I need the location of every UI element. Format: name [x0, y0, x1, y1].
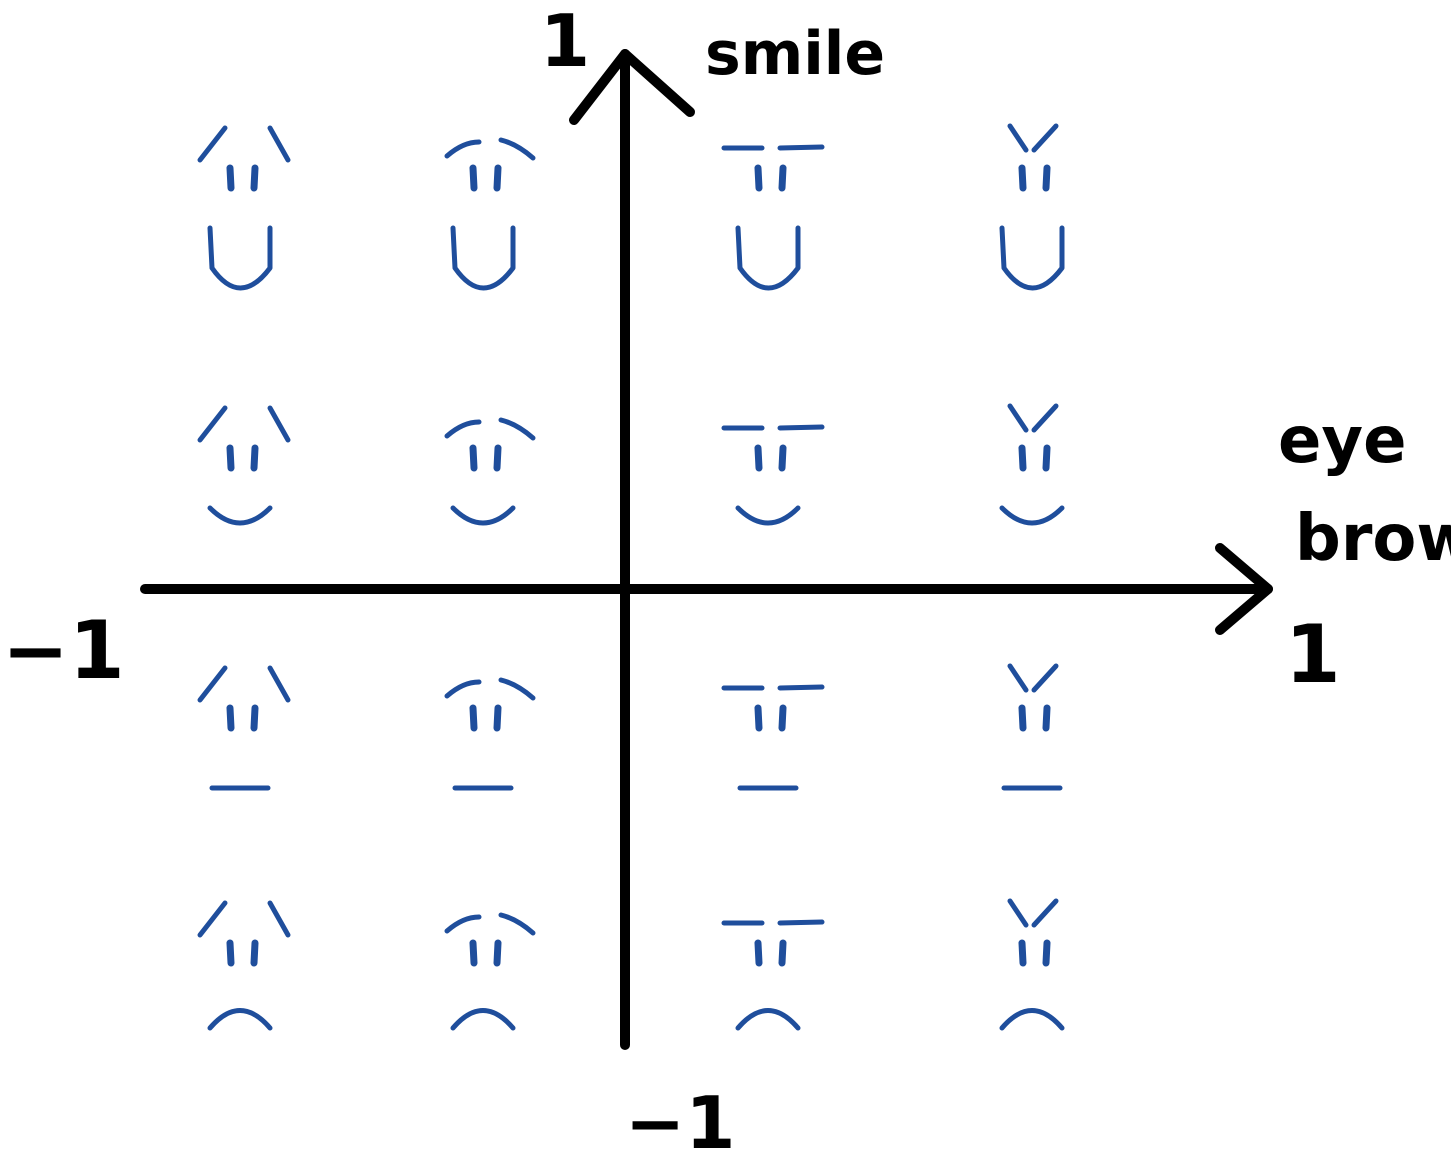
right-eye [250, 704, 259, 732]
left-eye [754, 164, 763, 192]
face-13 [197, 900, 291, 1031]
faces-group [197, 123, 1065, 1031]
right-eye [778, 939, 787, 967]
right-eye [250, 444, 259, 472]
left-eyebrow [444, 679, 482, 699]
mouth [450, 505, 516, 526]
right-eye [493, 444, 502, 472]
smile-axis-min-label: −1 [625, 1081, 735, 1157]
face-15 [721, 919, 825, 1031]
right-eyebrow [498, 137, 536, 161]
left-eye [226, 939, 235, 967]
right-eye [1042, 444, 1051, 472]
right-eye [493, 164, 502, 192]
left-eye [1018, 939, 1027, 967]
smile-axis-max-label: 1 [540, 0, 590, 83]
smile-axis [569, 49, 695, 1050]
left-eye [754, 704, 763, 732]
eyebrow-axis-max-label: 1 [1285, 608, 1341, 701]
mouth [207, 505, 273, 526]
right-eyebrow [1031, 663, 1059, 693]
right-eyebrow [267, 900, 291, 938]
right-eyebrow [267, 125, 291, 163]
mouth [999, 505, 1065, 526]
right-eyebrow [1031, 898, 1059, 928]
right-eye [250, 939, 259, 967]
right-eyebrow [777, 144, 825, 151]
left-eye [226, 704, 235, 732]
eyebrow-axis-title-line1: eye [1278, 404, 1407, 478]
face-3 [721, 144, 825, 291]
mouth [207, 1008, 273, 1031]
mouth [450, 225, 516, 291]
left-eyebrow [1007, 898, 1029, 928]
left-eye [469, 704, 478, 732]
face-14 [444, 912, 536, 1031]
mouth [735, 505, 801, 526]
eyebrow-axis-min-label: −1 [2, 604, 125, 697]
smile-axis-title: smile [705, 19, 885, 89]
left-eye [469, 939, 478, 967]
left-eye [754, 939, 763, 967]
left-eyebrow [197, 405, 228, 443]
right-eyebrow [498, 677, 536, 701]
face-2 [444, 137, 536, 291]
left-eye [469, 164, 478, 192]
right-eyebrow [777, 919, 825, 926]
left-eye [1018, 164, 1027, 192]
left-eyebrow [444, 139, 482, 159]
right-eyebrow [1031, 403, 1059, 433]
left-eye [1018, 444, 1027, 472]
right-eye [1042, 704, 1051, 732]
left-eyebrow [1007, 663, 1029, 693]
left-eye [754, 444, 763, 472]
left-eyebrow [197, 125, 228, 163]
right-eyebrow [267, 665, 291, 703]
left-eyebrow [197, 900, 228, 938]
mouth [999, 1008, 1065, 1031]
left-eyebrow [444, 914, 482, 934]
right-eye [778, 444, 787, 472]
face-11 [721, 684, 825, 791]
right-eyebrow [777, 684, 825, 691]
face-1 [197, 125, 291, 291]
face-5 [197, 405, 291, 526]
face-6 [444, 417, 536, 526]
right-eyebrow [498, 417, 536, 441]
left-eyebrow [444, 419, 482, 439]
right-eye [493, 939, 502, 967]
right-eyebrow [267, 405, 291, 443]
mouth [735, 225, 801, 291]
face-9 [197, 665, 291, 791]
right-eye [778, 164, 787, 192]
mouth [735, 1008, 801, 1031]
face-8 [999, 403, 1065, 526]
right-eyebrow [777, 424, 825, 431]
left-eye [1018, 704, 1027, 732]
eyebrow-axis [140, 543, 1273, 635]
face-10 [444, 677, 536, 791]
left-eyebrow [1007, 123, 1029, 153]
right-eye [493, 704, 502, 732]
mouth [207, 225, 273, 291]
mouth [999, 225, 1065, 291]
left-eye [226, 444, 235, 472]
eyebrow-axis-title-line2: brow [1295, 502, 1451, 576]
left-eyebrow [197, 665, 228, 703]
left-eyebrow [1007, 403, 1029, 433]
face-4 [999, 123, 1065, 291]
face-16 [999, 898, 1065, 1031]
left-eye [469, 444, 478, 472]
right-eye [1042, 939, 1051, 967]
right-eye [1042, 164, 1051, 192]
face-12 [1001, 663, 1063, 791]
mouth [450, 1008, 516, 1031]
left-eye [226, 164, 235, 192]
face-7 [721, 424, 825, 526]
right-eyebrow [498, 912, 536, 936]
right-eyebrow [1031, 123, 1059, 153]
right-eye [778, 704, 787, 732]
right-eye [250, 164, 259, 192]
